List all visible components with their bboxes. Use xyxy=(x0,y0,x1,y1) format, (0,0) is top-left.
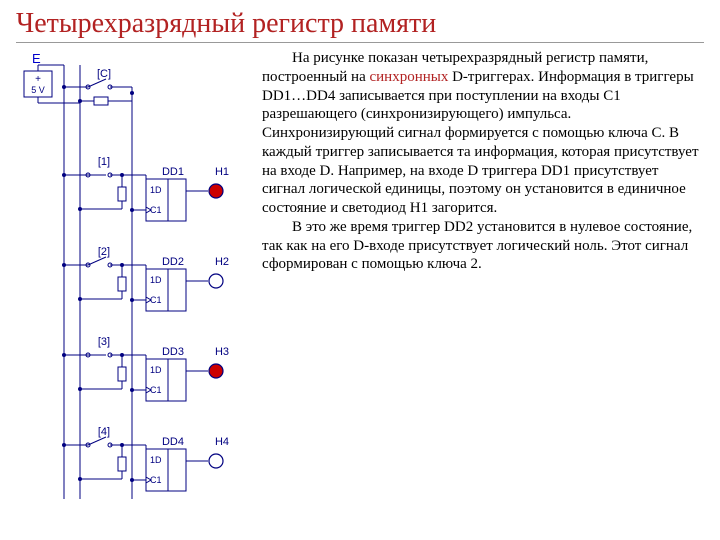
svg-text:[4]: [4] xyxy=(98,426,110,438)
p1-b: D-триггерах. Информация в триггеры DD1…D… xyxy=(262,69,699,216)
svg-text:[С]: [С] xyxy=(97,68,111,80)
svg-text:DD1: DD1 xyxy=(162,166,184,178)
circuit-diagram: E+5 V[С][1]1DC1DD1H1[2]1DC1DD2H2[3]1DC1D… xyxy=(16,49,246,529)
svg-text:5 V: 5 V xyxy=(31,85,45,95)
svg-text:H3: H3 xyxy=(215,346,229,358)
p1-red: синхронных xyxy=(369,69,448,85)
page-title: Четырехразрядный регистр памяти xyxy=(16,8,704,43)
paragraph-2: В это же время триггер DD2 установится в… xyxy=(262,218,704,274)
svg-text:1D: 1D xyxy=(150,185,162,195)
svg-text:E: E xyxy=(32,51,41,66)
paragraph-1: На рисунке показан четырехразрядный реги… xyxy=(262,49,704,218)
svg-text:[1]: [1] xyxy=(98,156,110,168)
svg-text:H2: H2 xyxy=(215,256,229,268)
description-text: На рисунке показан четырехразрядный реги… xyxy=(262,49,704,529)
svg-text:1D: 1D xyxy=(150,365,162,375)
svg-text:+: + xyxy=(35,74,41,85)
svg-text:[2]: [2] xyxy=(98,246,110,258)
svg-text:[3]: [3] xyxy=(98,336,110,348)
svg-text:H4: H4 xyxy=(215,436,229,448)
svg-text:DD4: DD4 xyxy=(162,436,184,448)
svg-text:1D: 1D xyxy=(150,275,162,285)
svg-text:DD2: DD2 xyxy=(162,256,184,268)
content-area: E+5 V[С][1]1DC1DD1H1[2]1DC1DD2H2[3]1DC1D… xyxy=(16,49,704,529)
svg-text:DD3: DD3 xyxy=(162,346,184,358)
svg-text:1D: 1D xyxy=(150,455,162,465)
svg-text:H1: H1 xyxy=(215,166,229,178)
